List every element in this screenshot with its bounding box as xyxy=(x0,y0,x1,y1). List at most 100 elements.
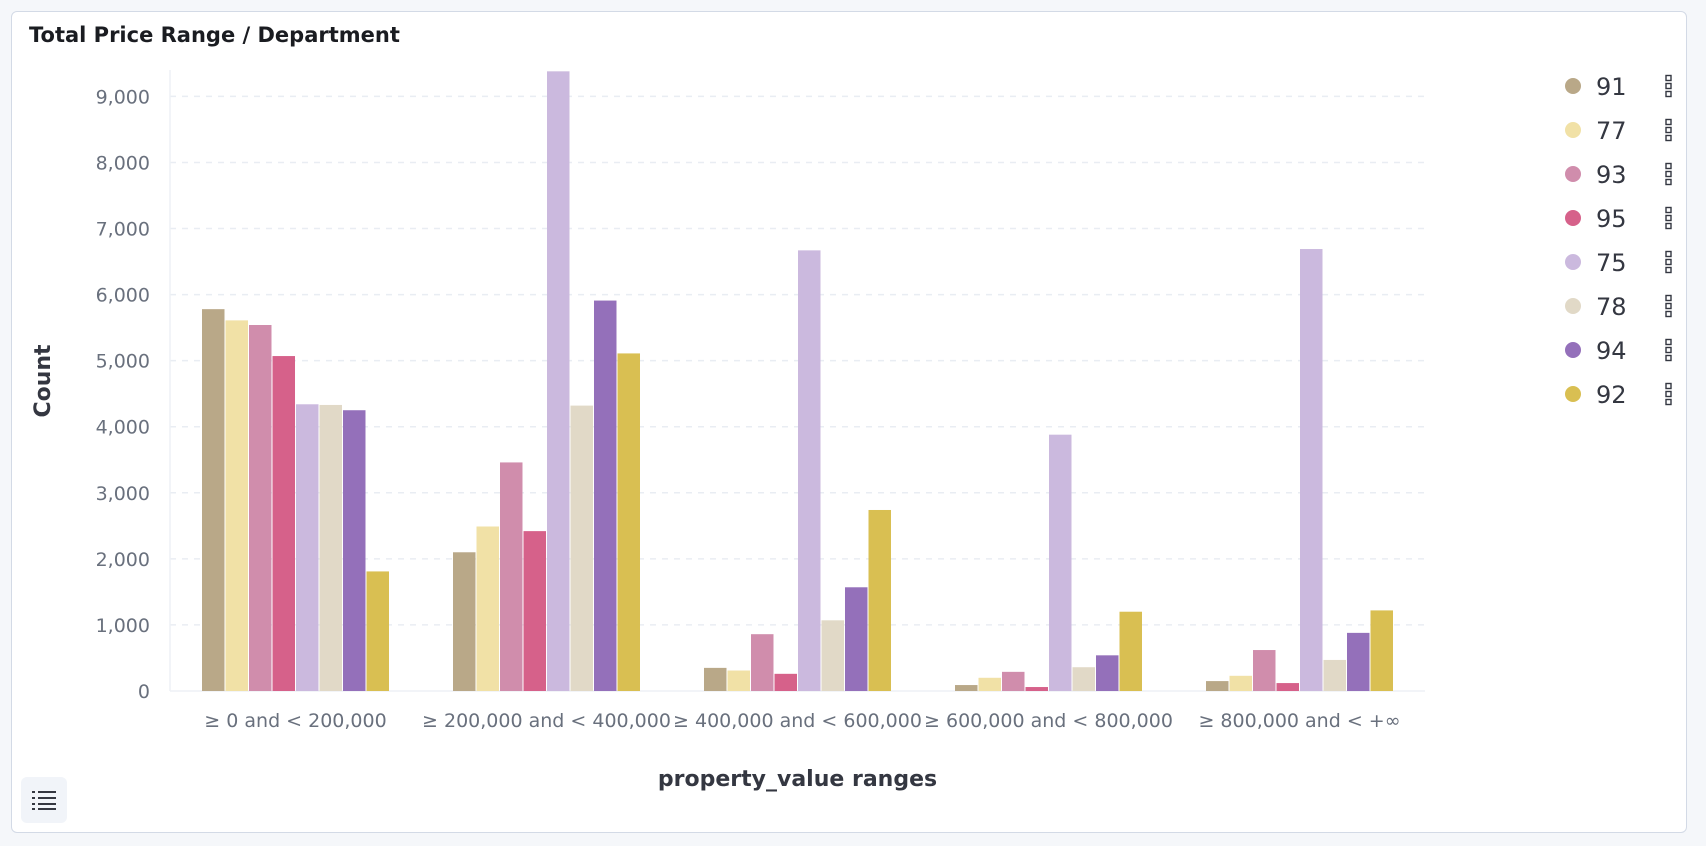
bar-92-3[interactable] xyxy=(1119,611,1143,691)
y-tick-label: 8,000 xyxy=(96,152,150,174)
x-axis-title: property_value ranges xyxy=(658,767,937,792)
legend-item-92[interactable]: 92 xyxy=(1565,381,1627,409)
bar-78-2[interactable] xyxy=(821,620,845,691)
legend-item-93[interactable]: 93 xyxy=(1565,161,1627,189)
bar-75-2[interactable] xyxy=(798,250,821,691)
bar-94-0[interactable] xyxy=(343,410,366,691)
legend-swatch xyxy=(1565,166,1581,182)
bar-77-0[interactable] xyxy=(225,320,249,691)
bar-95-4[interactable] xyxy=(1276,683,1300,691)
bar-77-1[interactable] xyxy=(476,526,500,691)
bar-92-4[interactable] xyxy=(1370,610,1394,691)
ellipsis-dot xyxy=(1665,258,1672,266)
ellipsis-dot xyxy=(1665,222,1672,230)
ellipsis-dot xyxy=(1665,390,1672,398)
x-tick-label: ≥ 800,000 and < +∞ xyxy=(1198,710,1400,732)
bar-78-0[interactable] xyxy=(319,404,343,691)
x-tick-label: ≥ 0 and < 200,000 xyxy=(204,710,386,732)
bar-75-0[interactable] xyxy=(296,404,319,691)
ellipsis-dot xyxy=(1665,118,1672,126)
legend-label: 78 xyxy=(1596,293,1627,321)
bar-92-0[interactable] xyxy=(366,571,390,691)
x-tick-label: ≥ 200,000 and < 400,000 xyxy=(422,710,671,732)
legend-swatch xyxy=(1565,122,1581,138)
ellipsis-dot xyxy=(1665,398,1672,406)
bar-78-4[interactable] xyxy=(1323,659,1347,691)
ellipsis-dot xyxy=(1665,82,1672,90)
vertical-ellipsis-icon[interactable] xyxy=(1665,162,1672,186)
legend-label: 93 xyxy=(1596,161,1627,189)
bar-75-1[interactable] xyxy=(547,71,570,691)
ellipsis-dot xyxy=(1665,126,1672,134)
ellipsis-dot xyxy=(1665,178,1672,186)
bar-77-4[interactable] xyxy=(1229,675,1253,691)
ellipsis-dot xyxy=(1665,206,1672,214)
ellipsis-dot xyxy=(1665,346,1672,354)
bar-78-3[interactable] xyxy=(1072,667,1096,691)
legend-label: 92 xyxy=(1596,381,1627,409)
legend-item-77[interactable]: 77 xyxy=(1565,117,1627,145)
bar-75-3[interactable] xyxy=(1049,434,1072,691)
ellipsis-dot xyxy=(1665,250,1672,258)
ellipsis-dot xyxy=(1665,214,1672,222)
ellipsis-dot xyxy=(1665,354,1672,362)
bar-93-4[interactable] xyxy=(1253,650,1276,691)
y-tick-label: 5,000 xyxy=(96,351,150,373)
legend-item-78[interactable]: 78 xyxy=(1565,293,1627,321)
bar-95-3[interactable] xyxy=(1025,687,1049,691)
bar-92-2[interactable] xyxy=(868,509,892,691)
y-tick-label: 9,000 xyxy=(96,86,150,108)
bar-77-2[interactable] xyxy=(727,670,751,691)
y-tick-label: 2,000 xyxy=(96,549,150,571)
vertical-ellipsis-icon[interactable] xyxy=(1665,250,1672,274)
vertical-ellipsis-icon[interactable] xyxy=(1665,74,1672,98)
legend-item-94[interactable]: 94 xyxy=(1565,337,1627,365)
x-axis-ticks: ≥ 0 and < 200,000 ≥ 200,000 and < 400,000… xyxy=(204,710,1400,732)
bar-92-1[interactable] xyxy=(617,353,641,691)
y-tick-label: 3,000 xyxy=(96,483,150,505)
bar-95-0[interactable] xyxy=(272,356,296,691)
bar-93-0[interactable] xyxy=(249,325,272,691)
legend-swatch xyxy=(1565,254,1581,270)
bar-94-3[interactable] xyxy=(1096,655,1119,691)
bar-94-2[interactable] xyxy=(845,587,868,691)
bar-93-3[interactable] xyxy=(1002,671,1025,691)
ellipsis-dot xyxy=(1665,338,1672,346)
y-axis-ticks: 0 1,000 2,000 3,000 4,000 5,000 6,000 7,000 8,00… xyxy=(96,86,150,703)
ellipsis-dot xyxy=(1665,90,1672,98)
legend-label: 95 xyxy=(1596,205,1627,233)
bar-94-1[interactable] xyxy=(594,300,617,691)
legend-toggle-button[interactable] xyxy=(21,777,67,823)
bar-93-2[interactable] xyxy=(751,634,774,691)
legend-item-75[interactable]: 75 xyxy=(1565,249,1627,277)
y-tick-label: 0 xyxy=(138,681,150,703)
bar-77-3[interactable] xyxy=(978,677,1002,691)
bar-91-2[interactable] xyxy=(704,667,727,691)
bar-94-4[interactable] xyxy=(1347,632,1370,691)
vertical-ellipsis-icon[interactable] xyxy=(1665,118,1672,142)
ellipsis-dot xyxy=(1665,310,1672,318)
y-tick-label: 4,000 xyxy=(96,417,150,439)
vertical-ellipsis-icon[interactable] xyxy=(1665,382,1672,406)
bar-78-1[interactable] xyxy=(570,405,594,691)
vertical-ellipsis-icon[interactable] xyxy=(1665,338,1672,362)
legend: 91 77 93 95 75 78 94 92 xyxy=(1565,73,1672,409)
legend-swatch xyxy=(1565,342,1581,358)
ellipsis-dot xyxy=(1665,266,1672,274)
bar-91-4[interactable] xyxy=(1206,681,1229,691)
ellipsis-dot xyxy=(1665,294,1672,302)
bar-91-1[interactable] xyxy=(453,552,476,691)
vertical-ellipsis-icon[interactable] xyxy=(1665,206,1672,230)
legend-label: 94 xyxy=(1596,337,1627,365)
vertical-ellipsis-icon[interactable] xyxy=(1665,294,1672,318)
bar-95-2[interactable] xyxy=(774,673,798,691)
legend-item-91[interactable]: 91 xyxy=(1565,73,1627,101)
bar-95-1[interactable] xyxy=(523,531,547,691)
bar-93-1[interactable] xyxy=(500,462,523,691)
bar-75-4[interactable] xyxy=(1300,249,1323,692)
x-tick-label: ≥ 600,000 and < 800,000 xyxy=(924,710,1173,732)
bar-91-3[interactable] xyxy=(955,685,978,691)
bar-91-0[interactable] xyxy=(202,309,225,691)
legend-item-95[interactable]: 95 xyxy=(1565,205,1627,233)
